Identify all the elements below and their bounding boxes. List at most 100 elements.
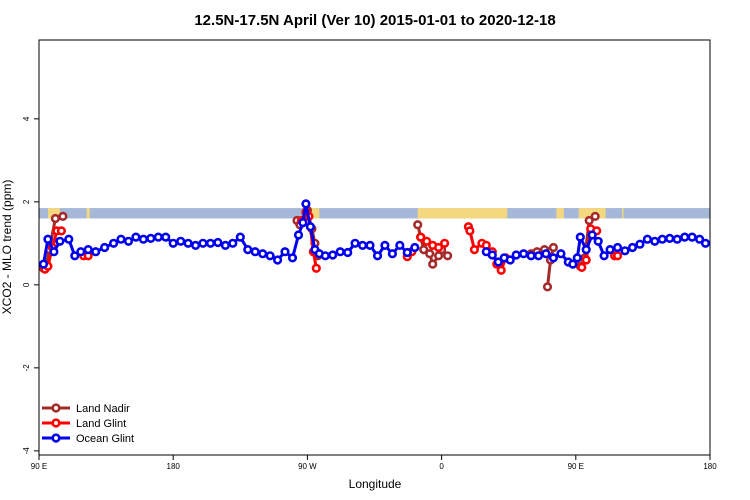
y-tick-label: -4 [22,447,31,455]
ocean-glint-point [83,245,93,255]
ocean-glint-point [587,230,597,240]
land-nadir-point [50,213,61,224]
ocean-glint-point [365,240,375,250]
ocean-glint-point [191,240,201,250]
ocean-glint-point [280,247,290,257]
ocean-glint-point [183,238,193,248]
land-nadir-point [542,282,553,292]
land-nadir-point [425,249,435,259]
ocean-glint-point [43,234,53,244]
land-segment [47,208,60,219]
land-nadir-point [548,242,559,253]
legend: Land Nadir Land Glint Ocean Glint [42,403,134,445]
ocean-glint-point [599,251,609,261]
ocean-glint-point [533,251,544,261]
ocean-glint-point [372,251,383,261]
ocean-glint-point [687,232,697,242]
ocean-glint-point [213,237,223,248]
ocean-glint-point [350,238,360,248]
x-tick-label: 180 [703,462,717,471]
ocean-glint-point [612,242,623,253]
ocean-glint-point [511,250,521,260]
ocean-glint-point [680,232,690,242]
ocean-glint-point [650,236,660,246]
legend-marker-ocean-glint [51,433,61,443]
ocean-glint-point [131,232,141,242]
ocean-glint-point [487,250,497,260]
ocean-glint-point [380,240,390,250]
x-tick-label: 90 W [298,462,317,471]
ocean-glint-point [593,236,603,246]
y-axis: -4 -2 0 2 4 [22,116,39,454]
plot-frame [38,39,711,456]
ocean-glint-point [38,259,49,269]
ocean-glint-point [116,234,126,244]
ocean-glint-point [568,259,578,269]
land-nadir-point [419,245,429,255]
land-glint-point [440,238,450,248]
ocean-glint-point [694,234,705,244]
land-nadir-point [443,251,453,261]
ocean-glint-point [548,253,559,263]
x-tick-label: 90 E [568,462,584,471]
series-ocean-glint [38,199,711,269]
ocean-glint-point [642,234,653,244]
ocean-glint-point [258,249,268,259]
ocean-glint-point [320,251,330,261]
land-glint-point [496,265,506,275]
ocean-glint-point [657,234,667,244]
ocean-glint-point [575,232,585,242]
ocean-glint-point [146,233,156,243]
ocean-glint-point [627,242,638,253]
ocean-glint-point [287,253,298,263]
ocean-glint-point [70,251,80,261]
land-nadir-point [590,211,600,221]
land-glint-point [434,242,444,253]
x-axis: 90 E 180 90 W 0 90 E 180 [31,455,717,471]
ocean-glint-point [99,242,110,253]
legend-label-land-nadir: Land Nadir [76,403,130,415]
ocean-glint-point [228,238,238,248]
ocean-glint-point [235,232,245,242]
land-ocean-band [39,208,710,219]
ocean-glint-point [402,247,412,258]
ocean-glint-point [335,247,345,257]
legend-marker-land-nadir [51,403,61,413]
ocean-glint-point [49,247,59,257]
land-nadir-point [58,211,68,221]
y-tick-label: 2 [22,199,31,204]
land-glint-point [612,251,623,261]
x-tick-label: 0 [439,462,444,471]
ocean-glint-point [153,232,163,242]
land-glint-point [469,245,480,255]
y-axis-label: XCO2 - MLO trend (ppm) [0,180,14,315]
ocean-glint-point [298,218,308,228]
land-glint-point [311,263,321,273]
x-axis-label: Longitude [349,477,402,491]
ocean-glint-point [243,245,253,255]
ocean-glint-point [581,245,591,255]
ocean-glint-point [620,246,630,256]
ocean-glint-point [395,240,405,250]
ocean-glint-point [176,236,186,246]
ocean-glint-point [55,236,65,246]
land-segment [86,208,90,219]
ocean-glint-point [138,234,148,244]
ocean-glint-point [123,236,134,246]
land-glint-point [577,262,587,273]
ocean-glint-point [76,247,86,257]
ocean-glint-point [665,233,675,243]
x-tick-label: 180 [167,462,181,471]
land-nadir-point [413,220,423,230]
y-tick-label: 4 [22,116,31,121]
land-segment [622,208,624,219]
ocean-glint-point [108,238,119,248]
ocean-glint-point [505,255,515,265]
ocean-glint-point [220,240,230,250]
ocean-glint-point [541,249,551,259]
x-tick-label: 90 E [31,462,47,471]
legend-label-ocean-glint: Ocean Glint [76,433,134,445]
ocean-glint-point [635,239,645,249]
land-nadir-point [584,215,594,226]
